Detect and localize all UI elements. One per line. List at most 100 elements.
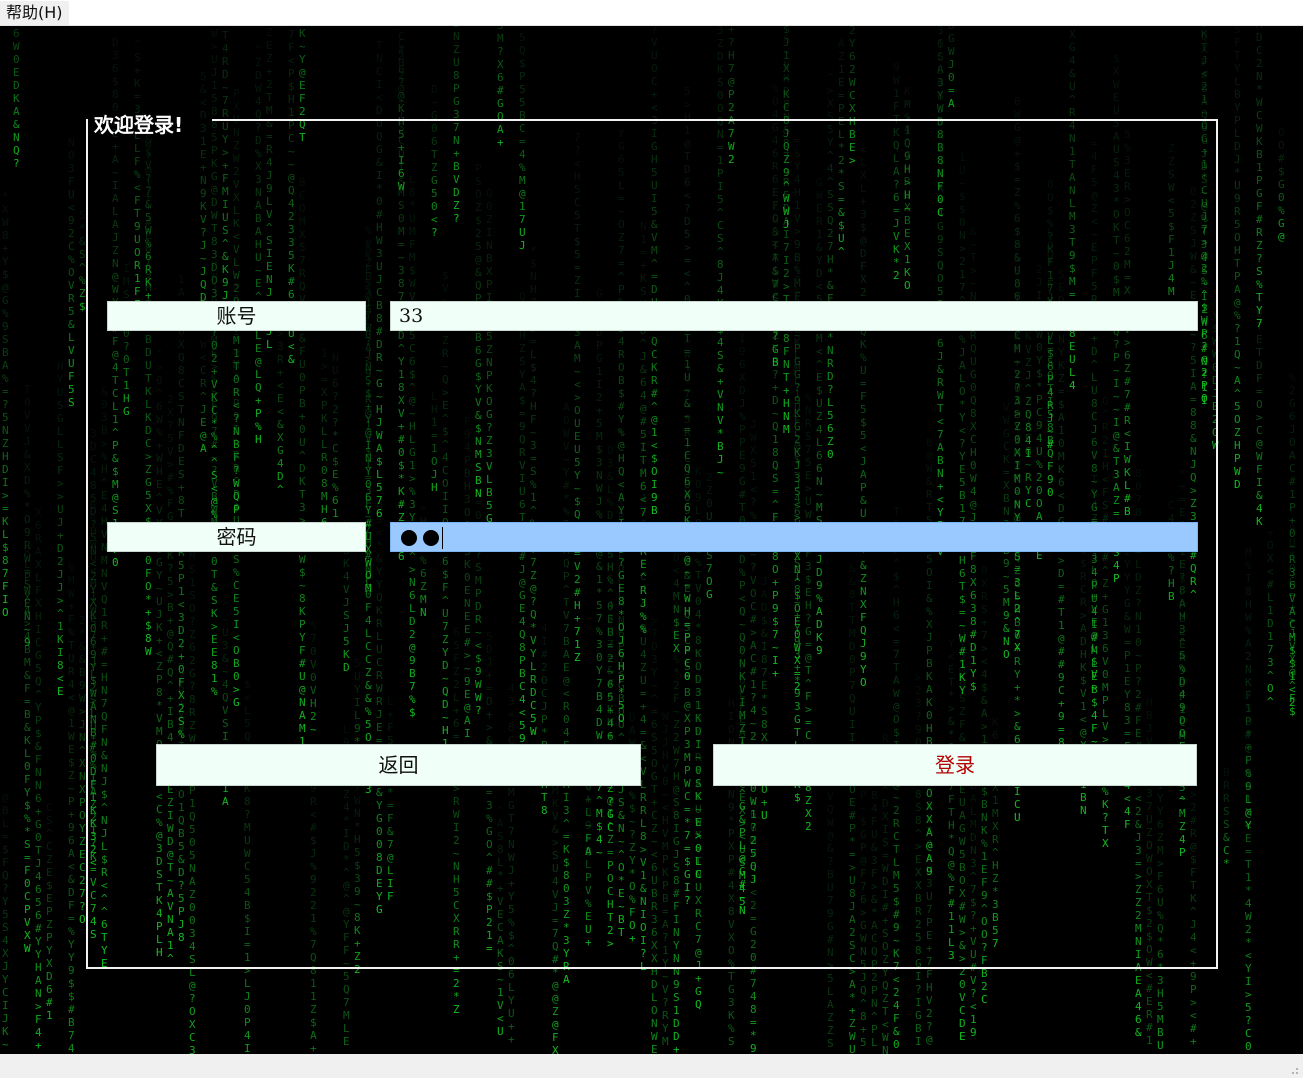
svg-text:F: F	[24, 773, 31, 786]
svg-text:U: U	[1157, 1039, 1164, 1052]
svg-text:5: 5	[1234, 26, 1241, 36]
svg-text:F: F	[134, 285, 141, 298]
svg-text:O: O	[79, 913, 86, 926]
svg-text:<: <	[376, 91, 383, 104]
svg-text:X: X	[2, 203, 9, 216]
svg-text:+: +	[651, 88, 658, 101]
svg-text:S: S	[717, 76, 724, 89]
login-button[interactable]: 登录	[713, 744, 1197, 786]
svg-text:^: ^	[101, 801, 108, 814]
svg-text:T: T	[1234, 49, 1241, 62]
svg-text:H: H	[288, 93, 295, 106]
svg-text:O: O	[189, 1005, 196, 1018]
svg-text:9: 9	[750, 1042, 757, 1054]
svg-text:A: A	[838, 37, 845, 50]
svg-text:M: M	[343, 1009, 350, 1022]
svg-text:E: E	[343, 1035, 350, 1048]
svg-text:C: C	[981, 993, 988, 1006]
svg-text:U: U	[211, 53, 218, 66]
svg-text:+: +	[167, 614, 174, 627]
svg-text:X: X	[827, 97, 834, 110]
svg-text:K: K	[1256, 135, 1263, 148]
svg-text:<: <	[101, 879, 108, 892]
svg-text:L: L	[827, 985, 834, 998]
svg-text:T: T	[112, 374, 119, 387]
svg-text:W: W	[145, 138, 152, 151]
svg-text:X: X	[233, 100, 240, 113]
svg-text:6: 6	[1135, 1013, 1142, 1026]
svg-text:9: 9	[101, 398, 108, 411]
svg-text:A: A	[563, 973, 570, 986]
svg-text:1: 1	[310, 990, 317, 1003]
svg-text:&: &	[101, 385, 108, 398]
svg-text:P: P	[46, 931, 53, 944]
svg-text:0: 0	[90, 622, 97, 635]
svg-text:6: 6	[90, 635, 97, 648]
svg-text:D: D	[959, 1017, 966, 1030]
menu-help[interactable]: 帮助(H)	[0, 1, 69, 25]
svg-text:^: ^	[1267, 669, 1274, 682]
svg-text:O: O	[134, 246, 141, 259]
svg-text:4: 4	[1256, 502, 1263, 515]
svg-text:T: T	[376, 39, 383, 52]
svg-text:V: V	[926, 994, 933, 1007]
svg-text:#: #	[1289, 475, 1296, 488]
account-input[interactable]: 33	[390, 301, 1198, 331]
svg-text:E: E	[299, 79, 306, 92]
svg-text:K: K	[299, 27, 306, 40]
svg-text:W: W	[937, 102, 944, 115]
svg-text:V: V	[959, 991, 966, 1004]
svg-text:?: ?	[728, 36, 735, 49]
svg-text:>: >	[684, 98, 691, 111]
svg-text:O: O	[79, 809, 86, 822]
svg-text:@: @	[1278, 230, 1285, 243]
svg-text:1: 1	[134, 272, 141, 285]
svg-text:^: ^	[101, 892, 108, 905]
svg-text:K: K	[145, 385, 152, 398]
svg-text:N: N	[112, 257, 119, 270]
svg-text:B: B	[1234, 88, 1241, 101]
password-input[interactable]	[390, 522, 1198, 552]
svg-text:Y: Y	[35, 948, 42, 961]
svg-text:<: <	[156, 790, 163, 803]
svg-text:X: X	[79, 757, 86, 770]
svg-text:J: J	[156, 608, 163, 621]
svg-text:U: U	[57, 386, 64, 399]
resize-grip-icon[interactable]	[1289, 1065, 1299, 1075]
svg-text:6: 6	[112, 62, 119, 75]
svg-text:*: *	[24, 825, 31, 838]
svg-text:C: C	[112, 387, 119, 400]
svg-text:9: 9	[1245, 780, 1252, 793]
svg-text:%: %	[90, 746, 97, 759]
svg-text:W: W	[1256, 450, 1263, 463]
svg-text:G: G	[497, 97, 504, 110]
svg-text:U: U	[508, 1007, 515, 1020]
svg-text:F: F	[552, 1031, 559, 1044]
svg-text:C: C	[651, 75, 658, 88]
svg-text:D: D	[431, 83, 438, 96]
svg-text:=: =	[90, 863, 97, 876]
svg-text:O: O	[2, 606, 9, 619]
svg-text:B: B	[2, 804, 9, 817]
svg-text:Q: Q	[35, 675, 42, 688]
svg-text:&: &	[1135, 1026, 1142, 1039]
svg-text:4: 4	[24, 630, 31, 643]
svg-text:G: G	[156, 556, 163, 569]
svg-text:+: +	[1289, 514, 1296, 527]
svg-text:K: K	[90, 817, 97, 830]
svg-text:*: *	[79, 627, 86, 640]
svg-text:0: 0	[1014, 95, 1021, 108]
back-button[interactable]: 返回	[156, 744, 641, 786]
svg-text:%: %	[68, 561, 75, 574]
svg-text:N: N	[35, 987, 42, 1000]
svg-text:3: 3	[1267, 656, 1274, 669]
matrix-background: * X W 8 + Y $ @ G% 9 S B A% =? 5 N Z H D I > = K L $8 7 F I O @ B L = $ F Q…	[0, 26, 1303, 1054]
svg-text:1: 1	[101, 606, 108, 619]
svg-text:=: =	[838, 89, 845, 102]
svg-text:0: 0	[24, 760, 31, 773]
svg-text:@: @	[1234, 296, 1241, 309]
svg-text:^: ^	[827, 71, 834, 84]
svg-text:9: 9	[79, 679, 86, 692]
svg-text:E: E	[1146, 995, 1153, 1008]
svg-text:%: %	[24, 812, 31, 825]
